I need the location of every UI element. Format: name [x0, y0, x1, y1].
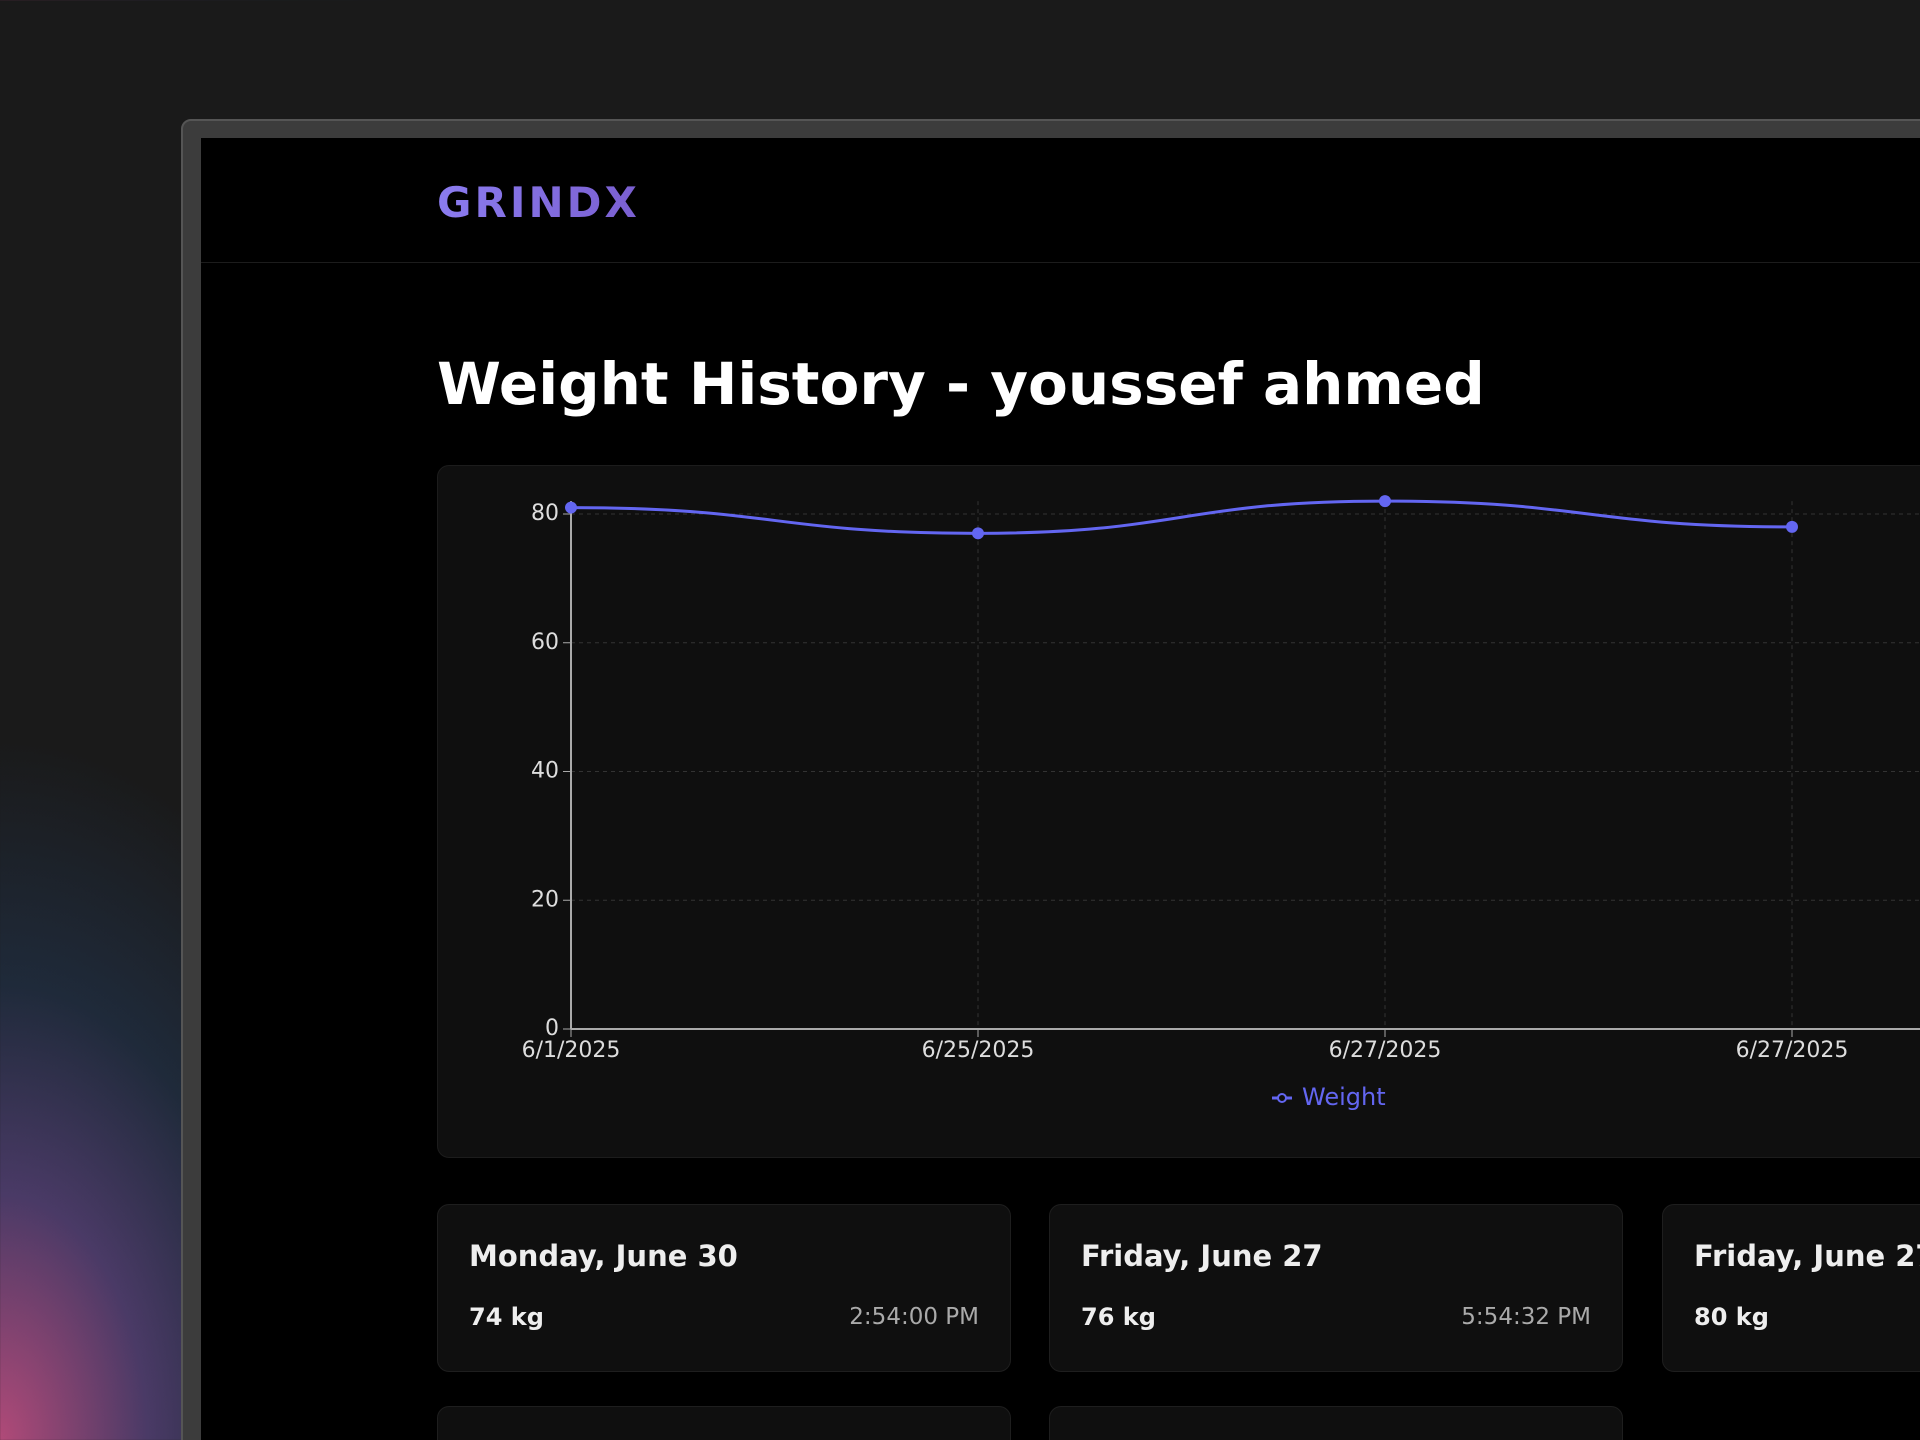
entry-weight: 80 kg: [1694, 1303, 1769, 1331]
x-tick-label: 6/27/2025: [1329, 1038, 1442, 1063]
y-tick-label: 20: [531, 887, 559, 912]
entry-date: Monday, June 30: [469, 1239, 738, 1273]
entry-card[interactable]: Monday, June 30 74 kg 2:54:00 PM: [437, 1204, 1011, 1372]
y-tick-label: 40: [531, 759, 559, 784]
entry-date: Friday, June 27: [1694, 1239, 1920, 1273]
entry-card[interactable]: [437, 1406, 1011, 1440]
entry-time: 2:54:00 PM: [849, 1304, 979, 1330]
point: [565, 501, 577, 514]
screen: GRINDX Weight History - youssef ahmed Mo…: [201, 138, 1920, 1440]
top-bar: GRINDX: [201, 138, 1920, 263]
y-tick-label: 0: [545, 1016, 559, 1041]
chart-card: [437, 465, 1920, 1158]
entry-time: 5:54:32 PM: [1461, 1304, 1591, 1330]
entry-weight: 76 kg: [1081, 1303, 1156, 1331]
page-title: Weight History - youssef ahmed: [437, 350, 1485, 418]
x-tick-label: 6/25/2025: [922, 1038, 1035, 1063]
legend-label: Weight: [1302, 1083, 1386, 1111]
line-series: [570, 499, 1793, 535]
entry-date: Friday, June 27: [1081, 1239, 1323, 1273]
entry-weight: 74 kg: [469, 1303, 544, 1331]
entry-card[interactable]: [1049, 1406, 1623, 1440]
y-tick-label: 80: [531, 501, 559, 526]
entry-card[interactable]: Friday, June 27 80 kg: [1662, 1204, 1920, 1372]
x-tick-label: 6/1/2025: [522, 1038, 621, 1063]
entry-card[interactable]: Friday, June 27 76 kg 5:54:32 PM: [1049, 1204, 1623, 1372]
legend-icon: [1277, 1093, 1287, 1103]
point: [1379, 495, 1391, 508]
logo[interactable]: GRINDX: [437, 178, 640, 227]
point: [1786, 520, 1798, 533]
point: [972, 527, 984, 540]
x-tick-label: 6/27/2025: [1736, 1038, 1849, 1063]
y-tick-label: 60: [531, 630, 559, 655]
